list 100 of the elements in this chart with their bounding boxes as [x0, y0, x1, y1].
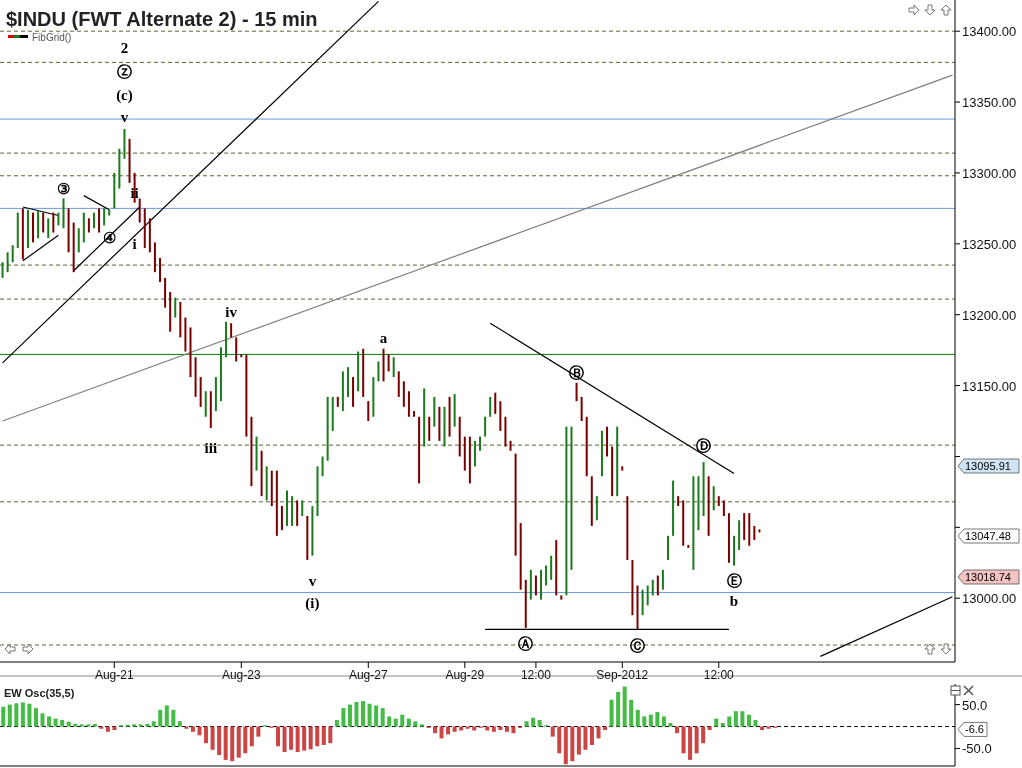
- bar: [217, 726, 222, 756]
- candlestick: [519, 523, 522, 590]
- bar: [236, 726, 241, 758]
- text: 13047.48: [965, 530, 1011, 542]
- bar: [171, 709, 176, 727]
- candlestick: [143, 208, 146, 249]
- bar: [616, 691, 621, 727]
- candlestick: [479, 436, 482, 451]
- bar: [452, 726, 457, 732]
- candlestick: [113, 172, 116, 209]
- candlestick: [651, 579, 654, 596]
- candlestick: [458, 416, 461, 457]
- bar: [328, 726, 333, 744]
- candlestick: [722, 500, 725, 516]
- candlestick: [296, 500, 299, 526]
- candlestick: [21, 208, 24, 260]
- candlestick: [204, 391, 207, 417]
- bar: [79, 724, 84, 727]
- annotation: Ⓐ: [518, 636, 534, 652]
- candlestick: [148, 218, 151, 253]
- candlestick: [677, 496, 680, 507]
- bar: [583, 726, 588, 750]
- bar: [132, 724, 137, 727]
- y-tick-label: 13150.00: [962, 378, 1017, 394]
- candlestick: [311, 506, 314, 556]
- bar: [341, 708, 346, 727]
- candlestick: [606, 426, 609, 457]
- candlestick: [301, 500, 304, 516]
- candlestick: [225, 321, 228, 358]
- bar: [596, 726, 601, 739]
- bar: [648, 714, 653, 727]
- text: 13018.74: [965, 571, 1011, 583]
- bar: [635, 709, 640, 727]
- bar: [321, 726, 326, 745]
- candlestick: [291, 496, 294, 526]
- bar: [295, 726, 300, 752]
- candlestick: [753, 525, 756, 541]
- candlestick: [529, 569, 532, 600]
- bar: [138, 724, 143, 727]
- candlestick: [67, 208, 70, 253]
- candlestick: [153, 242, 156, 273]
- candlestick: [118, 148, 121, 189]
- candlestick: [489, 396, 492, 417]
- bar: [243, 726, 248, 754]
- text: 13095.91: [965, 460, 1011, 472]
- x-tick-label: Aug-23: [221, 668, 261, 682]
- candlestick: [37, 211, 40, 239]
- bar: [315, 726, 320, 747]
- bar: [223, 726, 228, 760]
- candlestick: [524, 579, 527, 628]
- candlestick: [387, 354, 390, 372]
- candlestick: [219, 347, 222, 402]
- candlestick: [443, 406, 446, 447]
- candlestick: [463, 436, 466, 471]
- candlestick: [514, 453, 517, 556]
- candlestick: [712, 486, 715, 511]
- candlestick: [656, 575, 659, 596]
- bar: [688, 726, 693, 760]
- candlestick: [77, 228, 80, 253]
- candlestick: [240, 354, 243, 358]
- candlestick: [87, 218, 90, 233]
- annotation: v: [308, 573, 317, 589]
- candlestick: [72, 222, 75, 273]
- candlestick: [550, 555, 553, 580]
- annotation: v: [120, 109, 129, 125]
- candlestick: [260, 450, 263, 497]
- annotation: (c): [116, 87, 133, 104]
- candlestick: [189, 327, 192, 378]
- candlestick: [687, 544, 690, 548]
- candlestick: [738, 520, 741, 551]
- x-tick-label: Aug-21: [94, 668, 134, 682]
- bar: [622, 686, 627, 727]
- bar: [406, 718, 411, 727]
- candlestick: [438, 406, 441, 441]
- candlestick: [336, 396, 339, 407]
- bar: [563, 726, 568, 765]
- bar: [393, 718, 398, 727]
- candlestick: [128, 138, 131, 183]
- candlestick: [672, 480, 675, 536]
- bar: [589, 726, 594, 745]
- bar: [256, 726, 261, 737]
- candlestick: [42, 212, 45, 233]
- x-tick-label: Aug-27: [348, 668, 388, 682]
- bar: [164, 705, 169, 727]
- candlestick: [697, 476, 700, 531]
- bar: [524, 721, 529, 727]
- annotation: 2: [120, 40, 129, 56]
- candlestick: [341, 371, 344, 412]
- candlestick: [621, 466, 624, 471]
- candlestick: [352, 377, 355, 407]
- bar: [60, 719, 65, 727]
- candlestick: [504, 416, 507, 447]
- bar: [694, 726, 699, 754]
- candlestick: [138, 198, 141, 223]
- candlestick: [214, 377, 217, 412]
- candlestick: [235, 337, 238, 362]
- bar: [151, 721, 156, 727]
- bar: [668, 723, 673, 727]
- bar: [105, 726, 110, 732]
- bar: [40, 713, 45, 727]
